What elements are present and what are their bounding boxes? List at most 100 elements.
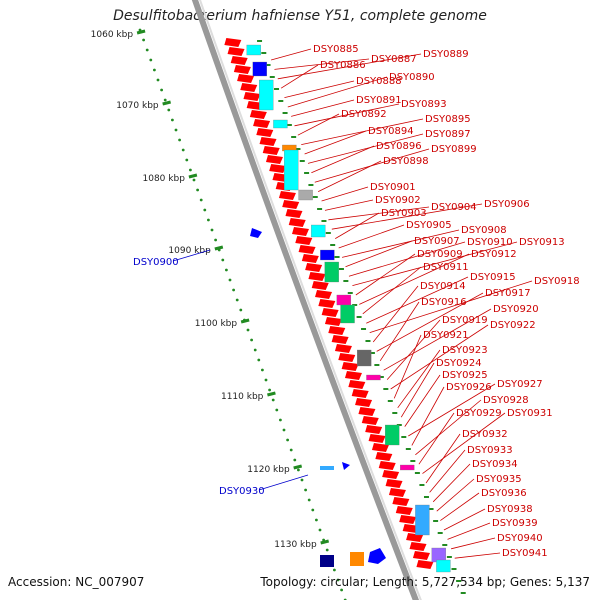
gene-arrow bbox=[378, 461, 396, 470]
gene-label: DSY0896 bbox=[376, 141, 422, 152]
feature-block bbox=[324, 261, 339, 283]
scale-tick bbox=[136, 29, 146, 35]
ruler-dot bbox=[307, 498, 311, 502]
gene-label: DSY0888 bbox=[356, 76, 402, 87]
gene-label: DSY0916 bbox=[421, 297, 467, 308]
gene-label: DSY0923 bbox=[442, 345, 488, 356]
gene-arrow bbox=[240, 83, 258, 92]
feature-block bbox=[259, 79, 274, 111]
gene-label: DSY0931 bbox=[507, 408, 553, 419]
ruler-dot bbox=[246, 328, 250, 332]
feature-track-dot bbox=[374, 364, 380, 366]
leader-line bbox=[443, 508, 486, 531]
scale-tick bbox=[240, 318, 250, 324]
gene-arrow bbox=[282, 200, 300, 209]
scale-tick bbox=[293, 464, 303, 470]
leader-line bbox=[376, 292, 484, 352]
gene-label: DSY0911 bbox=[423, 262, 469, 273]
gene-label: DSY0915 bbox=[470, 272, 516, 283]
feature-track-dot bbox=[308, 184, 314, 186]
feature-block bbox=[246, 44, 261, 56]
gene-label: DSY0927 bbox=[497, 379, 543, 390]
ruler-dot bbox=[163, 98, 167, 102]
gene-label: DSY0910 bbox=[467, 237, 513, 248]
gene-arrow bbox=[395, 506, 413, 515]
gene-arrow bbox=[348, 380, 366, 389]
gene-arrow bbox=[295, 236, 313, 245]
ruler-dot bbox=[192, 178, 196, 182]
ruler-dot bbox=[289, 448, 293, 452]
leader-line bbox=[369, 280, 533, 333]
ruler-dot bbox=[189, 168, 192, 172]
feature-arrow bbox=[250, 228, 262, 238]
gene-label: DSY0908 bbox=[461, 225, 507, 236]
gene-label: DSY0886 bbox=[320, 60, 366, 71]
feature-track-dot bbox=[356, 316, 362, 318]
gene-arrow bbox=[285, 209, 303, 218]
feature-track-dot bbox=[451, 568, 457, 570]
gene-arrow bbox=[305, 263, 323, 272]
gene-arrow bbox=[224, 38, 242, 47]
gene-label: DSY0907 bbox=[414, 236, 460, 247]
gene-label: DSY0902 bbox=[375, 195, 421, 206]
gene-arrow bbox=[243, 92, 261, 101]
ruler-dot bbox=[210, 228, 214, 232]
ruler-dot bbox=[282, 428, 286, 432]
leader-line bbox=[301, 118, 424, 145]
feature-track-dot bbox=[334, 256, 340, 258]
gene-label: DSY0939 bbox=[492, 518, 538, 529]
scale-tick-label: 1070 kbp bbox=[116, 101, 159, 111]
gene-label: DSY0906 bbox=[484, 199, 530, 210]
gene-arrow bbox=[269, 164, 287, 173]
leader-line bbox=[415, 399, 482, 456]
leader-line bbox=[335, 212, 380, 239]
ruler-dot bbox=[297, 468, 300, 472]
gene-arrow bbox=[385, 479, 403, 488]
scale-tick-label: 1120 kbp bbox=[247, 465, 290, 475]
gene-label: DSY0936 bbox=[481, 488, 527, 499]
leader-line bbox=[271, 48, 312, 61]
gene-arrow bbox=[308, 272, 326, 281]
gene-label: DSY0940 bbox=[497, 533, 543, 544]
accession-text: Accession: NC_007907 bbox=[8, 575, 145, 589]
ruler-dot bbox=[336, 578, 340, 582]
ruler-dot bbox=[149, 58, 153, 62]
leader-line bbox=[304, 130, 367, 155]
ruler-dot bbox=[311, 508, 315, 512]
gene-label: DSY0920 bbox=[493, 304, 539, 315]
feature-track-dot bbox=[437, 532, 443, 534]
scale-tick-label: 1060 kbp bbox=[91, 30, 134, 40]
feature-block bbox=[320, 249, 335, 261]
gene-arrow bbox=[262, 146, 280, 155]
ruler-dot bbox=[167, 108, 171, 112]
gene-arrow bbox=[331, 335, 349, 344]
gene-arrow bbox=[355, 398, 373, 407]
gene-arrow bbox=[259, 137, 277, 146]
feature-track-dot bbox=[414, 472, 420, 474]
leader-line bbox=[287, 76, 388, 108]
gene-label: DSY0929 bbox=[456, 408, 502, 419]
ruler-dot bbox=[207, 218, 210, 222]
ruler-dot bbox=[333, 568, 336, 572]
ruler-dot bbox=[235, 298, 239, 302]
ruler-dot bbox=[178, 138, 182, 142]
leader-line bbox=[284, 80, 355, 98]
feature-arrow bbox=[368, 548, 386, 564]
ruler-dot bbox=[214, 238, 218, 242]
leader-line bbox=[418, 412, 455, 465]
ruler-dot bbox=[203, 208, 207, 212]
leader-line bbox=[172, 249, 211, 262]
gene-label: DSY0932 bbox=[462, 429, 508, 440]
feature-block bbox=[400, 464, 415, 471]
feature-track-dot bbox=[325, 232, 331, 234]
ruler-dot bbox=[196, 188, 200, 192]
gene-arrow bbox=[375, 452, 393, 461]
feature-track-dot bbox=[265, 64, 271, 66]
ruler-dot bbox=[268, 388, 271, 392]
feature-block bbox=[273, 119, 288, 129]
leader-line bbox=[440, 492, 480, 521]
gene-label: DSY0921 bbox=[423, 330, 469, 341]
gene-label: DSY0926 bbox=[446, 382, 492, 393]
feature-track-dot bbox=[269, 76, 275, 78]
